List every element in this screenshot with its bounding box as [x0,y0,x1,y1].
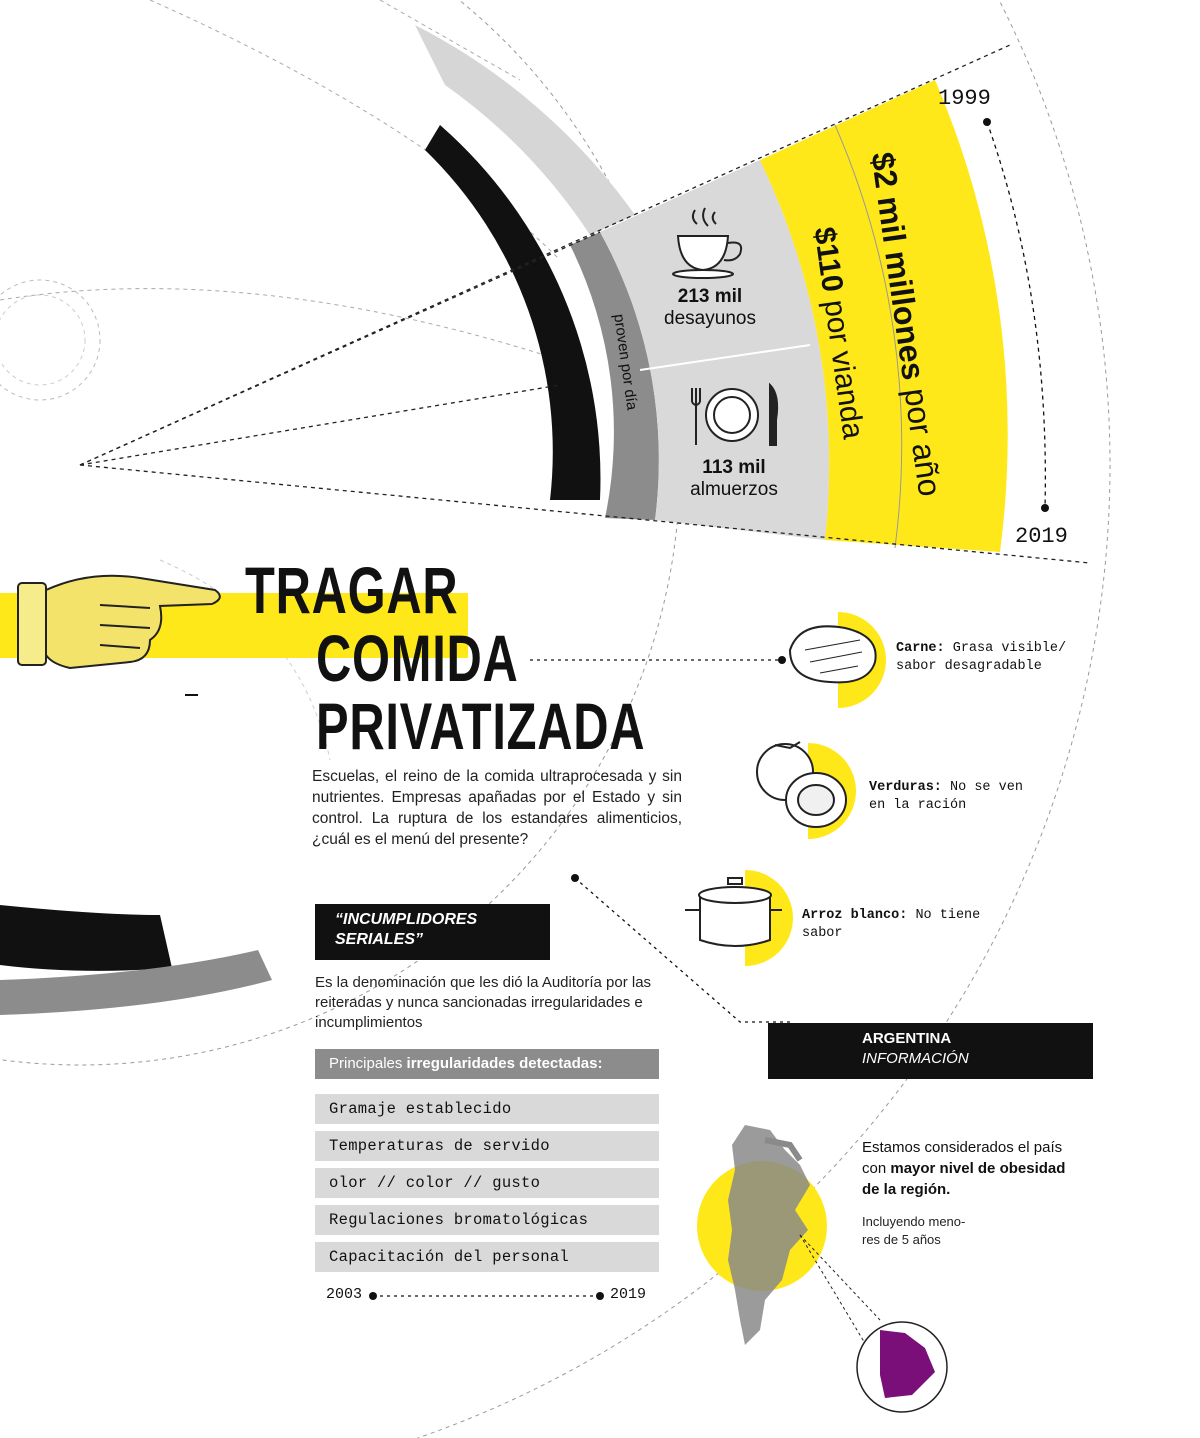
food-text: Grasa visible/ [952,641,1067,656]
irregularities-heading-plain: Principales [329,1055,407,1072]
title-line-2: COMIDA [316,621,519,695]
period-end: 2019 [610,1286,647,1303]
gray-band-top [415,25,635,235]
irregularity-item: Capacitación del personal [315,1242,659,1272]
food-note-vegetables: Verduras: No se ven en la ración [869,779,1069,815]
period-start: 2003 [326,1286,363,1303]
black-band-bottom [0,905,172,971]
food-note-meat: Carne: Grasa visible/ sabor desagradable [896,640,1086,676]
irregularity-item: Temperaturas de servido [315,1131,659,1161]
black-band-top [425,125,601,500]
gray-band-daily [570,232,659,520]
obesity-text: Estamos considerados el país con mayor n… [862,1137,1087,1200]
food-text: en la ración [869,798,967,813]
food-name: Carne: [896,641,945,656]
year-start: 1999 [938,86,991,111]
breakfasts-label: desayunos [664,308,756,329]
pointing-hand-icon [17,574,221,670]
plate-cutlery-icon [691,382,779,446]
serial-text: Es la denominación que les dió la Audito… [315,974,652,1031]
serial-heading-line1: “INCUMPLIDORES [335,911,478,928]
obesity-text-bold: mayor nivel de obesidad de la región. [862,1160,1066,1198]
food-text: sabor desagradable [896,659,1042,674]
argentina-subtitle: INFORMACIÓN [862,1050,969,1067]
buenos-aires-map-icon [880,1330,935,1398]
irregularity-item: olor // color // gusto [315,1168,659,1198]
steak-icon [788,625,877,684]
breakfasts-stat: 213 mil desayunos [660,286,760,330]
pot-icon [685,877,782,947]
food-note-rice: Arroz blanco: No tiene sabor [802,907,1002,943]
irregularities-heading: Principales irregularidades detectadas: [315,1049,659,1079]
irregularity-item: Regulaciones bromatológicas [315,1205,659,1235]
argentina-heading: ARGENTINA INFORMACIÓN [768,1023,1093,1079]
lunches-stat: 113 mil almuerzos [684,457,784,501]
obesity-note-line2: res de 5 años [862,1232,941,1247]
coffee-cup-icon [672,207,743,279]
gray-band-bottom [0,950,272,1015]
obesity-text-plain: Estamos considerados el país con [862,1139,1063,1177]
food-text: No tiene [915,908,981,923]
serial-heading: “INCUMPLIDORES SERIALES” [315,904,550,960]
title-line-1: TRAGAR [245,553,459,627]
food-text: No se ven [950,780,1023,795]
food-text: sabor [802,926,843,941]
irregularities-heading-bold: irregularidades detectadas: [406,1055,603,1072]
intro-text: Escuelas, el reino de la comida ultrapro… [312,768,682,848]
obesity-note: Incluyendo meno- res de 5 años [862,1213,992,1249]
title-line-3: PRIVATIZADA [316,689,646,763]
breakfasts-count: 213 mil [677,286,743,307]
argentina-title: ARGENTINA [862,1030,952,1047]
irregularity-item: Gramaje establecido [315,1094,659,1124]
lunches-count: 113 mil [702,457,766,478]
page-title: TRAGAR COMIDA PRIVATIZADA [245,556,645,760]
year-end: 2019 [1015,524,1068,549]
serial-heading-line2: SERIALES” [335,931,424,948]
food-name: Verduras: [869,780,942,795]
outer-dashed-circle [415,0,1111,1438]
yellow-sector [760,80,1008,552]
food-name: Arroz blanco: [802,908,908,923]
tomato-icon [756,741,847,828]
argentina-map-icon [728,1125,810,1345]
obesity-note-line1: Incluyendo meno- [862,1214,966,1229]
lunches-label: almuerzos [690,479,778,500]
